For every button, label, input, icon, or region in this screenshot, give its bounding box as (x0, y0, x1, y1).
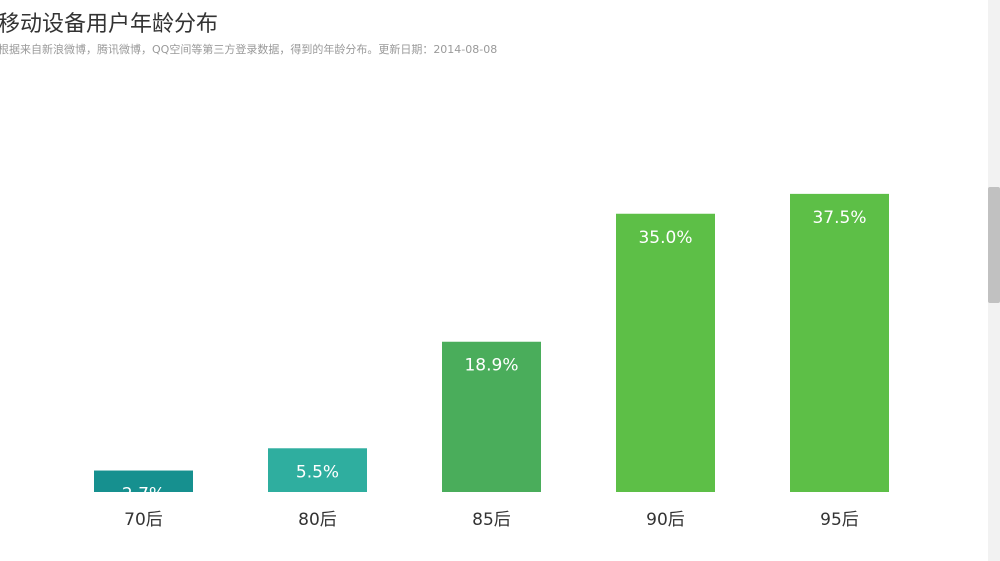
bar-value-label-0: 2.7% (122, 485, 165, 505)
bar-value-label-4: 37.5% (812, 208, 866, 228)
bar-value-label-3: 35.0% (638, 228, 692, 248)
category-label-2: 85后 (472, 510, 511, 530)
bar-4[interactable] (790, 193, 889, 492)
category-label-1: 80后 (298, 510, 337, 530)
bar-1[interactable] (268, 448, 367, 492)
bar-3[interactable] (616, 213, 715, 492)
category-label-3: 90后 (646, 510, 685, 530)
scrollbar-track[interactable] (988, 0, 1000, 561)
bar-2[interactable] (442, 341, 541, 492)
category-label-0: 70后 (124, 510, 163, 530)
bar-value-label-2: 18.9% (464, 356, 518, 376)
bar-value-label-1: 5.5% (296, 462, 339, 482)
page-title: 移动设备用户年龄分布 (0, 12, 219, 37)
category-label-4: 95后 (820, 510, 859, 530)
scrollbar-thumb[interactable] (988, 187, 1000, 303)
bar-0[interactable] (94, 470, 193, 492)
page-subtitle: 根据来自新浪微博，腾讯微博，QQ空间等第三方登录数据，得到的年龄分布。更新日期：… (0, 43, 498, 56)
